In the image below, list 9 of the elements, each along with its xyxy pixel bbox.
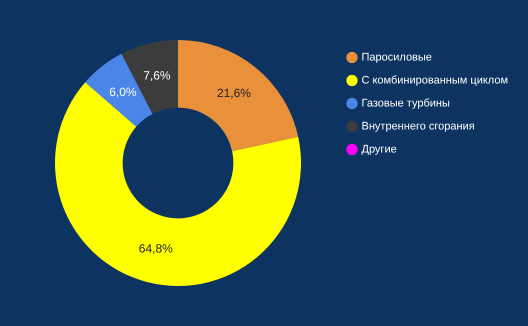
data-label: 7,6% xyxy=(143,68,171,83)
data-label: 21,6% xyxy=(216,86,252,100)
legend-label: Паросиловые xyxy=(361,52,432,64)
data-label: 64,8% xyxy=(138,242,174,256)
legend-label: Внутреннего сгорания xyxy=(361,120,475,133)
legend-label: С комбинированным циклом xyxy=(361,74,508,87)
legend-label: Газовые турбины xyxy=(361,98,450,110)
data-label: 6,0% xyxy=(109,85,137,100)
legend-label: Другие xyxy=(361,144,397,156)
